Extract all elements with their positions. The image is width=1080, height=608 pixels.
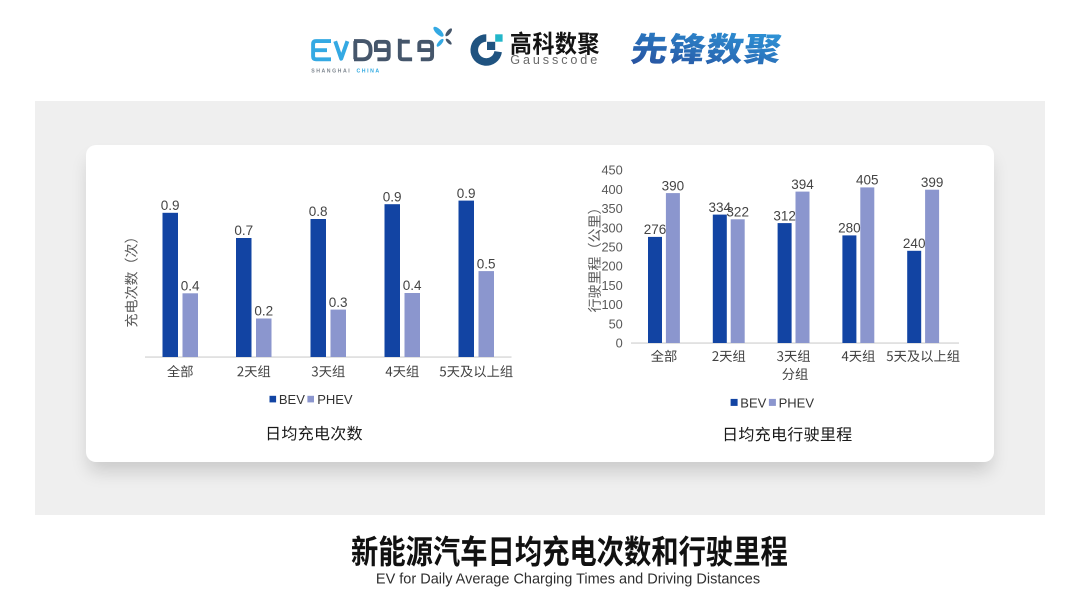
svg-text:280: 280	[838, 221, 861, 236]
svg-text:Gausscode: Gausscode	[510, 53, 600, 67]
svg-text:400: 400	[601, 182, 622, 197]
svg-text:CHINA: CHINA	[357, 69, 381, 75]
svg-text:0.4: 0.4	[403, 278, 422, 293]
svg-text:0.5: 0.5	[477, 256, 496, 271]
svg-text:200: 200	[601, 259, 622, 274]
svg-text:BEV: BEV	[740, 395, 766, 410]
svg-text:150: 150	[601, 278, 622, 293]
svg-text:0: 0	[616, 336, 623, 351]
svg-text:50: 50	[609, 316, 623, 331]
svg-text:350: 350	[601, 201, 622, 216]
svg-text:0.2: 0.2	[254, 304, 273, 319]
svg-text:0.9: 0.9	[457, 186, 476, 201]
svg-text:312: 312	[773, 208, 796, 223]
svg-text:EV for Daily Average Charging: EV for Daily Average Charging Times and …	[376, 572, 760, 588]
svg-text:334: 334	[709, 200, 732, 215]
svg-text:0.4: 0.4	[181, 279, 200, 294]
svg-text:322: 322	[726, 205, 749, 220]
svg-text:390: 390	[662, 178, 685, 193]
svg-text:450: 450	[601, 163, 622, 178]
svg-text:276: 276	[644, 222, 667, 237]
svg-text:PHEV: PHEV	[779, 395, 815, 410]
svg-text:399: 399	[921, 175, 944, 190]
svg-text:0.9: 0.9	[161, 198, 180, 213]
svg-text:405: 405	[856, 173, 879, 188]
svg-text:0.9: 0.9	[383, 189, 402, 204]
svg-text:100: 100	[601, 297, 622, 312]
svg-text:250: 250	[601, 240, 622, 255]
svg-text:240: 240	[903, 236, 926, 251]
svg-text:SHANGHAI: SHANGHAI	[311, 69, 351, 75]
svg-text:394: 394	[791, 177, 814, 192]
svg-text:0.3: 0.3	[329, 295, 348, 310]
svg-text:0.8: 0.8	[309, 204, 328, 219]
svg-text:0.7: 0.7	[234, 223, 253, 238]
svg-text:BEV: BEV	[279, 392, 305, 407]
svg-text:300: 300	[601, 220, 622, 235]
svg-text:PHEV: PHEV	[317, 392, 353, 407]
